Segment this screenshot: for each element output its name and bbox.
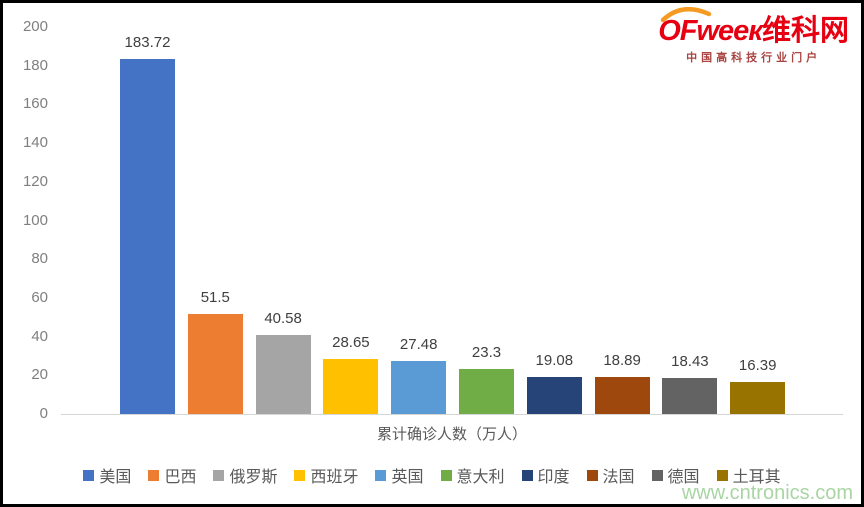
legend-label: 美国 (99, 469, 132, 486)
watermark-text: www.cntronics.com (681, 482, 853, 504)
x-axis-title: 累计确诊人数（万人） (376, 426, 527, 443)
bar-法国 (594, 377, 650, 414)
y-tick-80: 80 (31, 250, 48, 268)
legend-label: 土耳其 (732, 469, 781, 486)
legend-swatch-icon (651, 469, 663, 481)
legend-item-土耳其: 土耳其 (716, 463, 781, 487)
legend-item-德国: 德国 (651, 463, 700, 487)
chart-legend: 美国 巴西 俄罗斯 西班牙 英国 意大利 印度 法国 德国 土耳其 (3, 463, 861, 487)
legend-label: 德国 (667, 469, 700, 486)
y-tick-60: 60 (31, 288, 48, 306)
logo-brand-text: OFweeк维科网 (658, 15, 849, 47)
logo-brand-chinese: 维科网 (761, 15, 849, 47)
bar-chart-plot-area: 0 20 40 60 80 100 120 140 160 180 200 183.72 51.5 40… (3, 3, 861, 504)
legend-swatch-icon (521, 469, 533, 481)
bar-德国 (662, 378, 718, 414)
legend-label: 印度 (537, 469, 570, 486)
y-tick-200: 200 (22, 18, 48, 35)
legend-swatch-icon (83, 469, 95, 481)
bar-value-label-印度: 19.08 (535, 352, 574, 370)
legend-swatch-icon (294, 469, 306, 481)
bar-value-label-巴西: 51.5 (200, 289, 230, 307)
bar-value-label-英国: 27.48 (399, 335, 438, 353)
legend-label: 意大利 (456, 469, 505, 486)
bar-value-label-西班牙: 28.65 (332, 333, 370, 351)
y-tick-20: 20 (31, 366, 48, 384)
legend-item-印度: 印度 (521, 463, 570, 487)
bar-意大利 (459, 368, 514, 414)
bar-value-label-美国: 183.72 (124, 33, 171, 51)
bar-美国 (120, 58, 175, 414)
y-tick-120: 120 (22, 172, 48, 190)
legend-item-英国: 英国 (375, 463, 424, 487)
legend-swatch-icon (586, 469, 598, 481)
logo-tagline: 中国高科技行业门户 (686, 52, 822, 64)
ofweek-logo: OFweeк维科网 中国高科技行业门户 (658, 6, 849, 65)
legend-swatch-icon (716, 469, 728, 481)
bar-俄罗斯 (255, 335, 311, 414)
legend-label: 法国 (602, 469, 635, 486)
bar-印度 (526, 377, 582, 414)
y-tick-160: 160 (22, 95, 48, 113)
bar-土耳其 (730, 382, 786, 414)
legend-item-西班牙: 西班牙 (294, 463, 358, 487)
logo-arc-icon (660, 6, 712, 28)
legend-label: 英国 (391, 469, 424, 486)
legend-swatch-icon (213, 469, 225, 481)
logo-brand-latin: OFweeк (658, 15, 763, 47)
bar-value-label-德国: 18.43 (671, 353, 709, 371)
y-tick-180: 180 (22, 56, 48, 74)
legend-item-法国: 法国 (586, 463, 635, 487)
bar-value-label-法国: 18.89 (603, 352, 641, 370)
bar-value-label-意大利: 23.3 (471, 343, 502, 361)
y-tick-0: 0 (39, 405, 48, 422)
legend-label: 俄罗斯 (229, 469, 278, 486)
y-tick-100: 100 (22, 211, 48, 229)
legend-item-巴西: 巴西 (148, 463, 196, 487)
legend-item-美国: 美国 (83, 463, 131, 487)
legend-swatch-icon (440, 469, 452, 481)
legend-swatch-icon (148, 469, 160, 481)
bar-英国 (391, 360, 447, 414)
y-tick-40: 40 (31, 327, 48, 345)
legend-label: 巴西 (164, 469, 197, 486)
bar-西班牙 (323, 358, 379, 414)
legend-swatch-icon (375, 469, 387, 481)
legend-label: 西班牙 (310, 469, 359, 486)
x-axis-line (61, 414, 843, 415)
bar-value-label-土耳其: 16.39 (738, 357, 777, 375)
y-tick-140: 140 (22, 134, 48, 152)
bar-value-label-俄罗斯: 40.58 (264, 310, 302, 328)
legend-item-意大利: 意大利 (440, 463, 505, 487)
bar-巴西 (187, 314, 243, 414)
legend-item-俄罗斯: 俄罗斯 (213, 463, 277, 487)
